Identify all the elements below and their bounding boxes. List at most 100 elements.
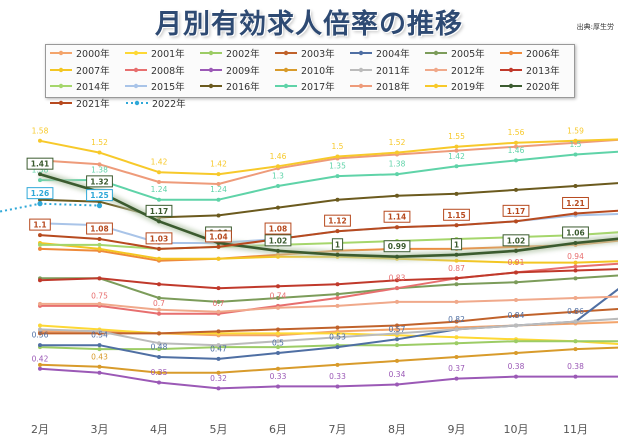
legend-label: 2010年 (301, 65, 335, 77)
legend-label: 2002年 (226, 49, 260, 61)
data-point (97, 162, 102, 167)
data-point (157, 311, 161, 316)
legend-label: 2008年 (151, 65, 185, 77)
data-label: 1.56 (508, 128, 525, 137)
data-point (573, 152, 578, 157)
data-point (157, 197, 161, 202)
series-line (0, 202, 100, 213)
legend-row: 2007年 2008年 2009年 2010年 2011年 2012年 2013年 (46, 62, 574, 79)
data-point (395, 299, 399, 304)
data-label: 1.3 (272, 171, 284, 180)
data-point (335, 362, 340, 367)
legend-label: 2006年 (526, 49, 560, 61)
data-label-box (450, 238, 463, 251)
data-point (276, 366, 280, 371)
data-point (38, 138, 42, 143)
legend-label: 2007年 (76, 65, 110, 77)
data-point (395, 331, 399, 336)
data-label: 1.59 (567, 126, 584, 135)
data-label-box (264, 234, 292, 247)
data-point (514, 140, 518, 145)
legend-item: 2014年 (49, 79, 124, 93)
legend-label: 2014年 (76, 82, 110, 94)
data-point (573, 268, 578, 273)
data-label: 1.14 (388, 213, 407, 222)
legend-swatch (125, 84, 147, 89)
data-point (157, 246, 161, 251)
data-label: 0.86 (567, 307, 584, 316)
data-point (395, 323, 399, 328)
legend-label: 2016年 (226, 82, 260, 94)
legend-label: 2004年 (376, 49, 410, 61)
legend-swatch (126, 100, 148, 105)
legend-swatch (425, 67, 447, 72)
data-label: 0.5 (272, 339, 284, 348)
data-label-box (26, 187, 54, 200)
data-point (157, 380, 161, 385)
data-label: 0.33 (329, 372, 346, 381)
data-label: 1.46 (270, 152, 287, 161)
data-label: 1.24 (210, 185, 227, 194)
data-point (97, 242, 102, 247)
data-point (276, 284, 280, 289)
data-point (335, 345, 340, 350)
data-point (514, 260, 518, 265)
legend-row: 2021年 2022年 (46, 95, 574, 112)
data-label-box (443, 208, 470, 221)
data-point (514, 187, 518, 192)
data-point (454, 376, 459, 381)
data-label: 0.34 (389, 370, 406, 379)
data-label: 0.94 (567, 252, 584, 261)
data-label: 1.02 (269, 236, 288, 245)
data-point (276, 164, 280, 169)
data-label-box (145, 204, 173, 217)
series-line (40, 307, 618, 335)
data-point (157, 370, 161, 375)
legend-label: 2018年 (376, 82, 410, 94)
data-point (335, 197, 340, 202)
data-point (335, 229, 340, 234)
data-point (276, 384, 280, 389)
x-tick-label: 6月 (269, 423, 287, 436)
data-label: 0.7 (153, 299, 165, 308)
legend-label: 2019年 (451, 82, 485, 94)
data-label: 1.52 (389, 138, 406, 147)
data-point (514, 158, 518, 163)
data-label: 1.32 (90, 177, 109, 186)
x-tick-label: 3月 (91, 423, 109, 436)
data-point (395, 286, 399, 291)
data-label: 0.33 (270, 372, 287, 381)
data-point (454, 341, 459, 346)
series-2008 (38, 262, 618, 316)
x-tick-label: 11月 (563, 423, 588, 436)
data-point (454, 354, 459, 359)
data-point (216, 299, 221, 304)
data-point (454, 335, 459, 340)
data-point (573, 339, 578, 344)
data-point (276, 339, 280, 344)
data-point (335, 335, 340, 340)
data-label: 0.99 (388, 242, 407, 251)
data-point (573, 374, 578, 379)
data-point (216, 197, 221, 202)
data-point (216, 182, 221, 186)
data-label: 1.21 (566, 199, 585, 208)
legend-swatch (200, 51, 222, 56)
data-point (514, 313, 518, 318)
legend-item: 2007年 (49, 63, 124, 77)
data-label: 1.38 (91, 166, 108, 175)
data-point (514, 374, 518, 379)
data-point (514, 351, 518, 356)
data-point (573, 296, 578, 300)
data-label: 1.42 (448, 152, 465, 161)
data-label: 1.38 (32, 166, 49, 175)
legend-item: 2005年 (424, 46, 499, 60)
data-label: 1.1 (33, 221, 46, 230)
data-point (276, 183, 280, 188)
legend-swatch (50, 67, 72, 72)
series-2013 (38, 268, 618, 291)
data-label: 0.82 (448, 315, 465, 324)
legend-item: 2016年 (199, 79, 274, 93)
x-tick-label: 5月 (210, 423, 228, 436)
legend-label: 2021年 (76, 98, 110, 110)
